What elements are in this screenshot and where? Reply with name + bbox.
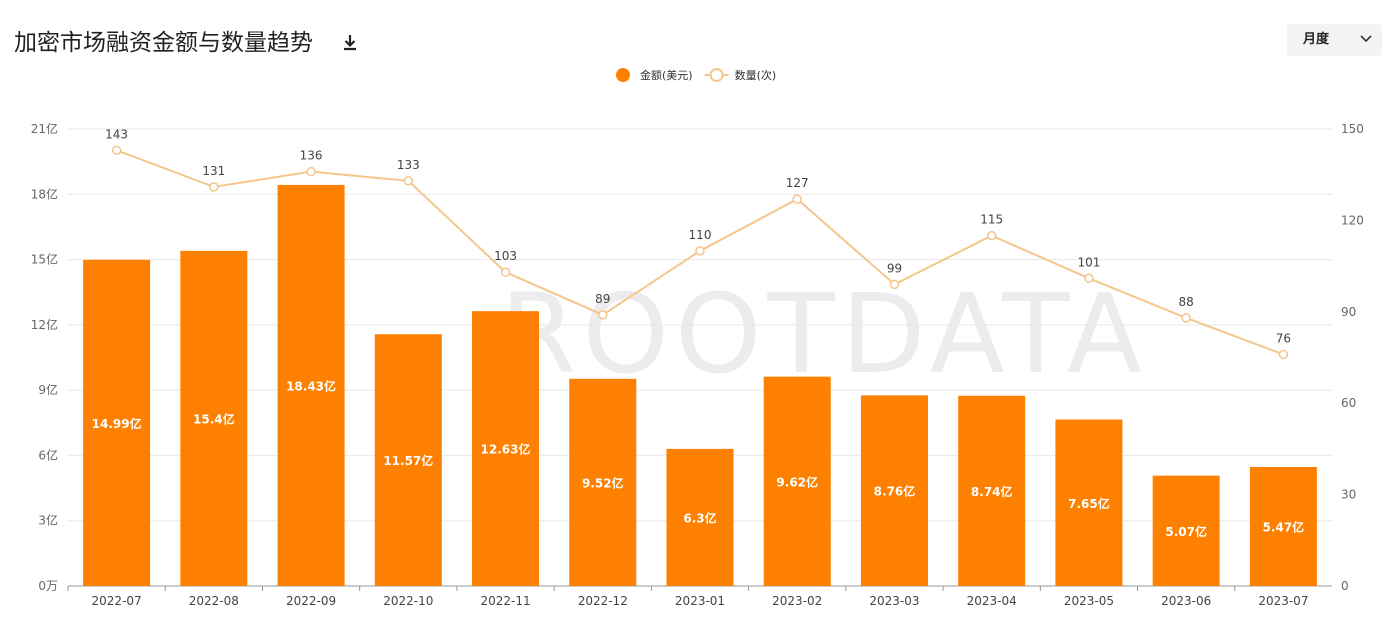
x-tick-label: 2023-04 — [967, 594, 1017, 608]
y-tick-label: 0万 — [38, 579, 58, 593]
period-label: 月度 — [1303, 32, 1330, 47]
y2-tick-label: 150 — [1341, 122, 1364, 136]
legend-marker — [616, 68, 630, 82]
y-tick-label: 18亿 — [31, 186, 58, 201]
bar — [666, 448, 734, 586]
x-tick-label: 2022-12 — [578, 594, 628, 608]
bar — [1152, 475, 1220, 586]
y2-tick-label: 90 — [1341, 305, 1356, 319]
legend-label: 金额(美元) — [640, 68, 693, 82]
bar-value-label: 8.76亿 — [874, 484, 916, 499]
bar-value-label: 5.07亿 — [1165, 524, 1207, 539]
y-tick-label: 15亿 — [31, 252, 58, 267]
y-tick-label: 9亿 — [38, 382, 58, 397]
x-tick-label: 2022-11 — [480, 594, 530, 608]
download-icon[interactable] — [344, 35, 356, 51]
bar — [374, 334, 442, 586]
bar — [180, 250, 248, 586]
bar — [763, 376, 831, 586]
x-tick-label: 2023-05 — [1064, 594, 1114, 608]
bar-value-label: 5.47亿 — [1263, 519, 1305, 534]
bar-value-label: 11.57亿 — [383, 453, 433, 468]
line-point — [111, 145, 122, 156]
y-tick-label: 21亿 — [31, 121, 58, 136]
line-point — [889, 279, 900, 290]
x-tick-label: 2022-09 — [286, 594, 336, 608]
bar-value-label: 8.74亿 — [971, 484, 1013, 499]
bar — [83, 259, 151, 586]
bar-value-label: 18.43亿 — [286, 378, 336, 393]
x-tick-label: 2022-08 — [189, 594, 239, 608]
point-value-label: 143 — [105, 127, 128, 141]
bar-value-label: 14.99亿 — [92, 416, 142, 431]
point-value-label: 136 — [300, 149, 323, 163]
bar — [958, 395, 1026, 586]
x-tick-label: 2023-06 — [1161, 594, 1211, 608]
line-point — [306, 166, 316, 177]
bar — [472, 311, 540, 586]
line-point — [695, 246, 705, 256]
point-value-label: 115 — [980, 213, 1003, 227]
chart-title: 加密市场融资金额与数量趋势 — [14, 30, 313, 56]
chevron-icon — [1360, 35, 1372, 43]
y2-tick-label: 30 — [1341, 488, 1356, 502]
point-value-label: 127 — [786, 176, 809, 190]
line-point — [1181, 313, 1191, 323]
bar-value-label: 15.4亿 — [193, 411, 235, 426]
point-value-label: 89 — [595, 292, 610, 306]
x-tick-label: 2022-07 — [92, 594, 142, 608]
line-point — [209, 182, 219, 192]
line-point — [500, 267, 511, 277]
x-tick-label: 2023-01 — [675, 594, 725, 608]
line-point — [986, 230, 997, 241]
bar — [277, 184, 345, 586]
point-value-label: 133 — [397, 158, 420, 172]
line-point — [792, 194, 802, 204]
legend-item[interactable]: 金额(美元) — [616, 68, 693, 82]
bar-value-label: 7.65亿 — [1068, 496, 1110, 511]
y2-tick-label: 60 — [1341, 396, 1356, 410]
y-tick-label: 6亿 — [38, 447, 58, 462]
bar — [569, 378, 637, 586]
point-value-label: 131 — [202, 164, 225, 178]
point-value-label: 76 — [1276, 331, 1291, 345]
point-value-label: 101 — [1077, 255, 1100, 269]
bar — [860, 395, 928, 586]
line-point — [1278, 349, 1289, 360]
period-select[interactable]: 月度 — [1287, 24, 1382, 56]
line-point — [403, 176, 414, 186]
x-tick-label: 2022-10 — [383, 594, 433, 608]
y-tick-label: 12亿 — [31, 317, 58, 332]
x-tick-label: 2023-07 — [1258, 594, 1308, 608]
bar — [1055, 419, 1123, 586]
legend-marker — [709, 68, 724, 82]
bar-value-label: 12.63亿 — [481, 442, 531, 457]
legend-item[interactable]: 数量(次) — [704, 68, 777, 82]
x-tick-label: 2023-02 — [772, 594, 822, 608]
legend-label: 数量(次) — [735, 68, 777, 82]
point-value-label: 103 — [494, 249, 517, 263]
y2-tick-label: 120 — [1341, 213, 1364, 227]
y2-tick-label: 0 — [1341, 579, 1349, 593]
point-value-label: 110 — [689, 228, 712, 242]
bar — [1249, 466, 1317, 586]
bar-value-label: 9.52亿 — [582, 475, 624, 490]
y-tick-label: 3亿 — [38, 513, 58, 528]
point-value-label: 99 — [887, 261, 902, 275]
line-point — [1084, 273, 1094, 284]
x-tick-label: 2023-03 — [869, 594, 919, 608]
bar-value-label: 9.62亿 — [776, 474, 818, 489]
point-value-label: 88 — [1179, 295, 1194, 309]
bar-value-label: 6.3亿 — [683, 510, 716, 525]
line-point — [598, 310, 608, 320]
